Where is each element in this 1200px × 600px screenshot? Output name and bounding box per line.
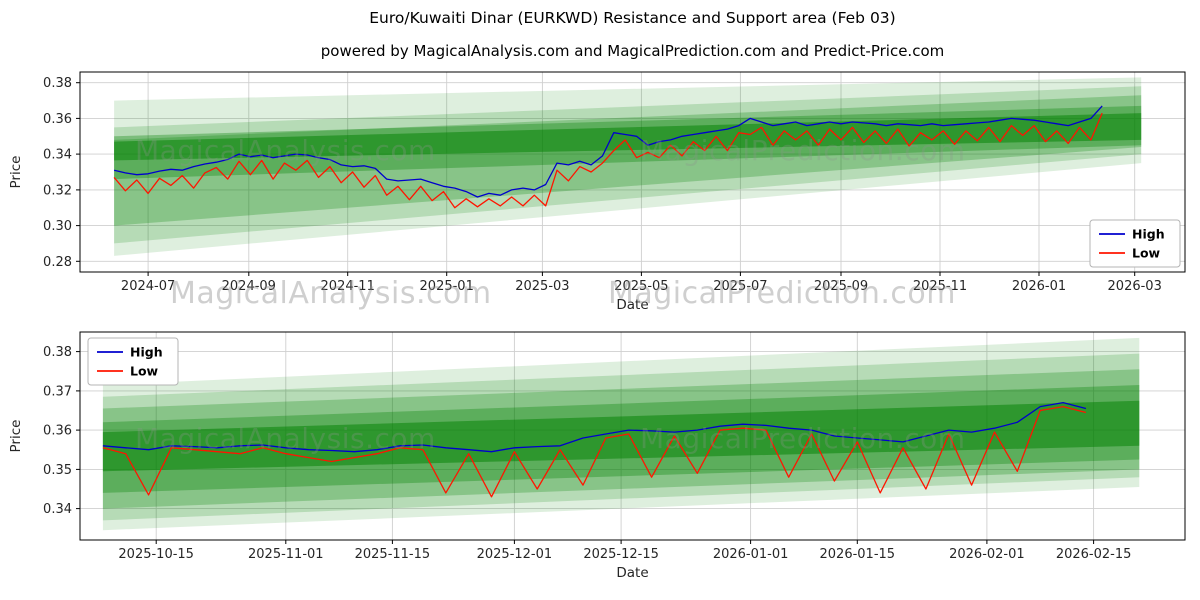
legend: High Low <box>1089 219 1181 268</box>
legend-label-low: Low <box>1132 246 1161 261</box>
y-tick-label: 0.36 <box>43 424 72 439</box>
legend-box <box>1089 219 1181 268</box>
x-tick-label: 2024-09 <box>222 279 276 294</box>
x-tick-label: 2025-12-01 <box>477 547 553 562</box>
x-tick-label: 2026-01 <box>1012 279 1066 294</box>
legend-label-low: Low <box>130 364 159 379</box>
y-tick-label: 0.38 <box>43 76 72 91</box>
legend: High Low <box>87 337 179 386</box>
legend-label-high: High <box>130 345 163 360</box>
x-tick-label: 2025-12-15 <box>583 547 659 562</box>
y-tick-label: 0.35 <box>43 463 72 478</box>
x-tick-label: 2025-09 <box>814 279 868 294</box>
y-tick-label: 0.34 <box>43 502 72 517</box>
x-axis-label: Date <box>616 565 648 581</box>
low-line <box>113 112 1103 209</box>
y-axis-label: Price <box>8 156 24 189</box>
y-tick-label: 0.38 <box>43 345 72 360</box>
y-tick-label: 0.37 <box>43 384 72 399</box>
x-tick-label: 2026-01-15 <box>820 547 896 562</box>
low-line <box>102 405 1087 498</box>
x-tick-label: 2026-01-01 <box>713 547 789 562</box>
y-tick-label: 0.28 <box>43 255 72 270</box>
x-tick-label: 2024-11 <box>321 279 375 294</box>
legend-label-high: High <box>1132 227 1165 242</box>
x-axis-label: Date <box>616 297 648 313</box>
x-tick-label: 2025-10-15 <box>118 547 194 562</box>
x-tick-label: 2025-11-15 <box>355 547 431 562</box>
y-tick-label: 0.34 <box>43 148 72 163</box>
chart-recent-detail: 2025-10-15 2025-11-01 2025-11-15 2025-12-01… <box>8 331 1186 581</box>
y-tick-label: 0.36 <box>43 112 72 127</box>
high-line <box>102 401 1087 453</box>
chart-subtitle: powered by MagicalAnalysis.com and Magic… <box>320 42 945 60</box>
high-line <box>113 105 1103 198</box>
x-tick-label: 2025-07 <box>713 279 767 294</box>
chart-full-history: 2024-07 2024-09 2024-11 2025-01 2025-03 2025-… <box>8 71 1186 313</box>
x-tick-label: 2025-11-01 <box>248 547 324 562</box>
y-axis-label: Price <box>8 420 24 453</box>
x-tick-label: 2026-02-01 <box>949 547 1025 562</box>
x-tick-label: 2025-01 <box>420 279 474 294</box>
x-tick-label: 2025-11 <box>913 279 967 294</box>
y-tick-label: 0.32 <box>43 183 72 198</box>
legend-box <box>87 337 179 386</box>
x-tick-label: 2026-03 <box>1108 279 1162 294</box>
x-tick-label: 2025-03 <box>515 279 569 294</box>
plot-frame <box>79 71 1186 273</box>
x-tick-label: 2026-02-15 <box>1056 547 1132 562</box>
x-tick-label: 2024-07 <box>121 279 175 294</box>
chart-suptitle: Euro/Kuwaiti Dinar (EURKWD) Resistance a… <box>369 9 896 27</box>
x-tick-label: 2025-05 <box>614 279 668 294</box>
support-resistance-band <box>102 400 1140 472</box>
plot-frame <box>79 331 1186 541</box>
y-tick-label: 0.30 <box>43 219 72 234</box>
